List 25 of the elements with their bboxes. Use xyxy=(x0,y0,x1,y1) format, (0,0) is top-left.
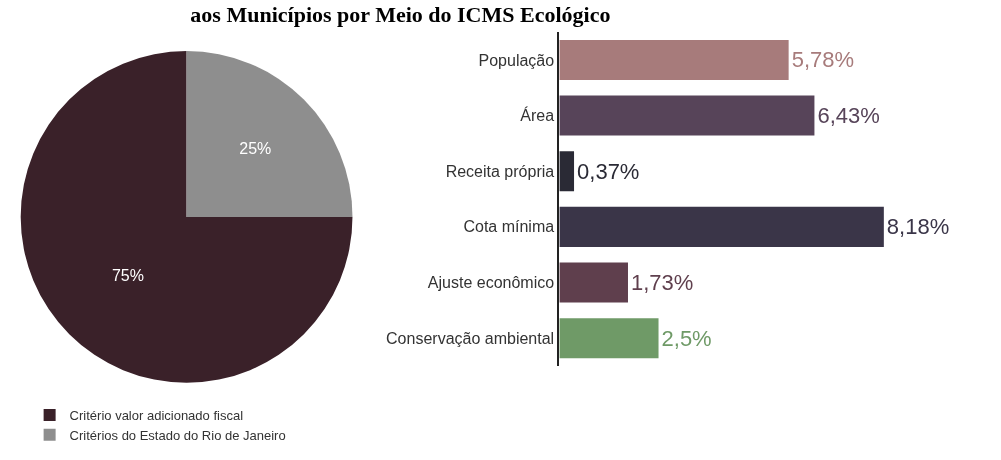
data-label: 5,78% xyxy=(791,47,855,73)
data-label: 75% xyxy=(111,267,144,285)
bar xyxy=(559,39,789,80)
data-label: 0,37% xyxy=(577,158,640,184)
y-tick-label: Cota mínima xyxy=(463,218,555,236)
data-label: 8,18% xyxy=(886,214,950,240)
y-tick-label: Conservação ambiental xyxy=(386,329,555,347)
y-tick-label: Ajuste econômico xyxy=(427,274,555,292)
bar xyxy=(559,262,628,303)
legend-label: Critérios do Estado do Rio de Janeiro xyxy=(69,427,286,443)
data-label: 1,73% xyxy=(630,270,694,296)
legend-label: Critério valor adicionado fiscal xyxy=(69,408,244,424)
text: aos Municípios por Meio do ICMS Ecológico xyxy=(190,2,611,28)
bar xyxy=(559,95,815,136)
bar xyxy=(559,318,659,359)
y-tick-label: População xyxy=(478,51,555,69)
data-label: 25% xyxy=(239,139,272,157)
pie-slice xyxy=(20,51,353,383)
y-tick-label: Área xyxy=(520,106,555,125)
data-label: 6,43% xyxy=(817,103,880,129)
pie-slice xyxy=(186,51,353,217)
data-label: 2,5% xyxy=(661,325,712,351)
bar xyxy=(559,151,575,192)
y-tick-label: Receita própria xyxy=(445,162,555,180)
bar xyxy=(559,206,884,247)
